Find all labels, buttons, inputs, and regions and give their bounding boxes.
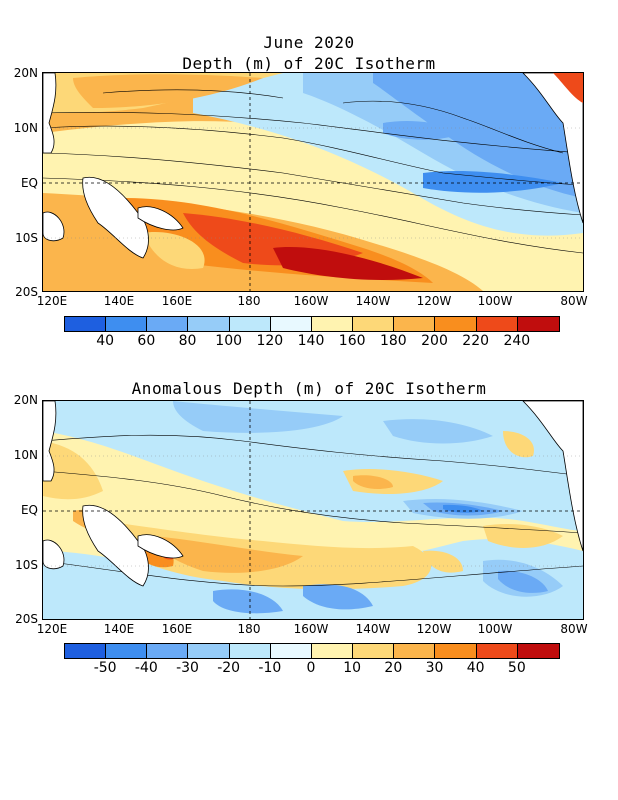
panel1-colorbar-swatch [517, 317, 559, 331]
panel1-colorbar-label: 180 [379, 333, 407, 349]
panel2-ytick-10n: 10N [13, 448, 38, 462]
panel2-map-svg [43, 401, 583, 619]
panel2-xtick-120e: 120E [36, 622, 68, 636]
panel1-xtick-100w: 100W [477, 294, 513, 308]
panel2-ytick-20s: 20S [15, 612, 38, 626]
panel2-xtick-100w: 100W [477, 622, 513, 636]
panel1-colorbar-swatch [188, 317, 230, 331]
panel2-ytick-eq: EQ [20, 503, 38, 517]
panel1-colorbar-swatch [65, 317, 107, 331]
panel1-colorbar-label: 120 [256, 333, 284, 349]
panel2-colorbar-label: 10 [343, 660, 362, 676]
panel1-ytick-eq: EQ [20, 176, 38, 190]
panel2-ytick-10s: 10S [15, 558, 38, 572]
panel2-title: Anomalous Depth (m) of 20C Isotherm [131, 379, 487, 398]
panel2-colorbar-label: 20 [384, 660, 403, 676]
panel2-colorbar-swatch [517, 644, 559, 658]
panel1-colorbar-label: 160 [338, 333, 366, 349]
panel1-map-svg [43, 73, 583, 291]
panel1-colorbar-swatch [270, 317, 312, 331]
panel1-colorbar-swatch [353, 317, 395, 331]
panel1-title-line1: June 2020 [263, 33, 355, 52]
panel1-ytick-20n: 20N [13, 66, 38, 80]
panel1-ytick-20s: 20S [15, 285, 38, 299]
panel2-xtick-140e: 140E [103, 622, 135, 636]
panel1-colorbar-swatch [147, 317, 189, 331]
panel2-xtick-80w: 80W [560, 622, 588, 636]
panel1-xtick-140w: 140W [355, 294, 391, 308]
panel1-colorbar-label: 60 [137, 333, 156, 349]
panel2-colorbar-label: 40 [466, 660, 485, 676]
panel2-xtick-140w: 140W [355, 622, 391, 636]
panel1-colorbar-swatch [106, 317, 148, 331]
panel2-colorbar-label: 50 [507, 660, 526, 676]
panel1-map [42, 72, 584, 292]
panel2-colorbar-label: 0 [306, 660, 316, 676]
panel1-colorbar-swatch [311, 317, 354, 331]
panel1-colorbar-label: 80 [178, 333, 197, 349]
panel2-colorbar-swatch [229, 644, 271, 658]
panel2-colorbar-label: -30 [176, 660, 199, 676]
panel1-ytick-10n: 10N [13, 121, 38, 135]
panel1-colorbar-label: 220 [462, 333, 490, 349]
panel1-colorbar-swatch [394, 317, 436, 331]
panel2-colorbar-swatch [270, 644, 312, 658]
panel2-colorbar-label: -50 [93, 660, 117, 676]
panel1-xtick-180: 180 [237, 294, 261, 308]
panel2-colorbar-swatch [147, 644, 189, 658]
panel1-xtick-120e: 120E [36, 294, 68, 308]
panel2-colorbar-swatch [311, 644, 354, 658]
panel2-map [42, 400, 584, 620]
panel2-colorbar-swatch [106, 644, 148, 658]
panel1-xtick-140e: 140E [103, 294, 135, 308]
panel1-colorbar-swatch [476, 317, 518, 331]
panel1-colorbar-swatch [435, 317, 477, 331]
panel1-xtick-120w: 120W [416, 294, 452, 308]
panel1-xtick-80w: 80W [560, 294, 588, 308]
panel1-ytick-10s: 10S [15, 231, 38, 245]
panel2-colorbar [64, 643, 560, 659]
panel2-colorbar-label: -20 [217, 660, 241, 676]
panel1-colorbar-label: 240 [503, 333, 531, 349]
panel2-colorbar-swatch [394, 644, 436, 658]
panel2-xtick-180: 180 [237, 622, 261, 636]
panel2-colorbar-label: -10 [258, 660, 282, 676]
panel2-ytick-20n: 20N [13, 393, 38, 407]
panel1-title-line2: Depth (m) of 20C Isotherm [182, 54, 436, 73]
panel2-colorbar-swatch [353, 644, 395, 658]
panel2-colorbar-swatch [65, 644, 107, 658]
panel1-colorbar-label: 140 [297, 333, 325, 349]
panel1-colorbar-label: 40 [96, 333, 115, 349]
panel1-colorbar-swatch [229, 317, 271, 331]
panel2-xtick-160w: 160W [293, 622, 329, 636]
panel1-colorbar-label: 200 [421, 333, 448, 349]
panel1-colorbar-label: 100 [215, 333, 243, 349]
panel2-xtick-160e: 160E [161, 622, 193, 636]
panel2-xtick-120w: 120W [416, 622, 452, 636]
panel2-colorbar-swatch [435, 644, 477, 658]
panel1-xtick-160w: 160W [293, 294, 329, 308]
panel1-xtick-160e: 160E [161, 294, 193, 308]
panel1-colorbar [64, 316, 560, 332]
panel2-colorbar-swatch [476, 644, 518, 658]
panel2-colorbar-label: -40 [134, 660, 158, 676]
panel2-colorbar-swatch [188, 644, 230, 658]
panel2-colorbar-label: 30 [425, 660, 444, 676]
